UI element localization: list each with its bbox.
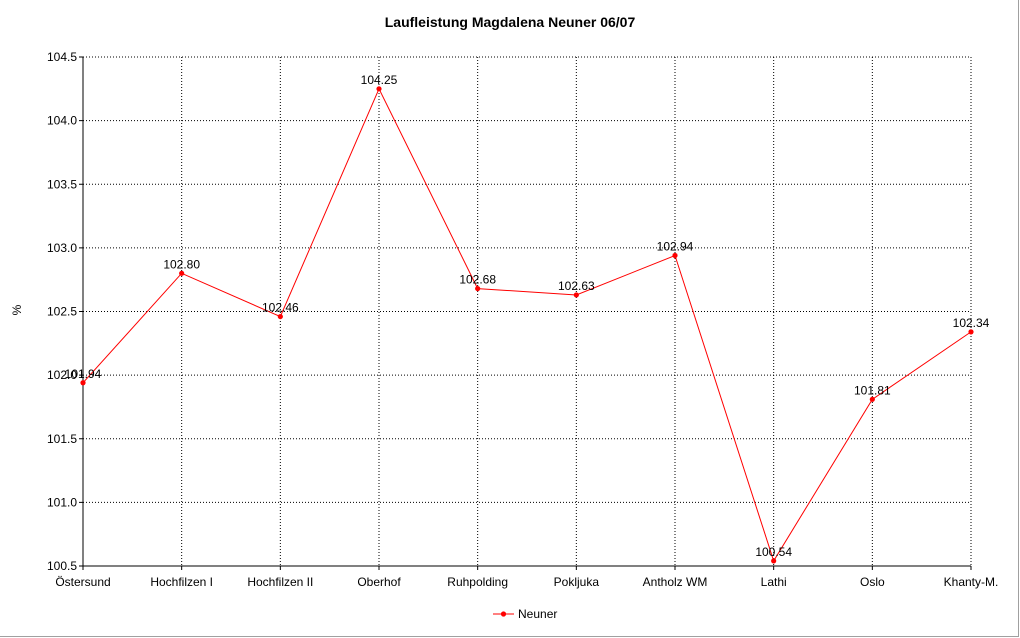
- x-tick-label: Lathi: [761, 575, 787, 589]
- data-point: [672, 252, 678, 259]
- data-label: 104.25: [361, 73, 398, 87]
- legend: Neuner: [493, 607, 557, 621]
- y-tick-label: 100.5: [47, 559, 77, 573]
- data-label: 100.54: [755, 545, 792, 559]
- legend-marker: [500, 611, 507, 617]
- data-point: [475, 285, 481, 292]
- data-point: [771, 558, 777, 564]
- y-tick-label: 103.5: [47, 177, 77, 191]
- y-tick-label: 104.5: [47, 50, 77, 64]
- y-tick-label: 101.5: [47, 432, 77, 446]
- y-tick-label: 103.0: [47, 241, 77, 255]
- chart-title: Laufleistung Magdalena Neuner 06/07: [385, 14, 636, 30]
- data-label: 102.34: [953, 316, 990, 330]
- data-label: 102.68: [459, 273, 496, 287]
- axes: 100.5 101.0 101.5 102.0 102.5 103.0 103.5 104.0…: [47, 50, 998, 589]
- data-label: 102.46: [262, 301, 299, 315]
- data-point: [179, 270, 185, 276]
- y-tick-label: 102.5: [47, 305, 77, 319]
- x-tick-label: Oberhof: [357, 575, 401, 589]
- x-tick-label: Ruhpolding: [447, 575, 508, 589]
- data-label: 102.94: [657, 240, 694, 254]
- gridlines: [83, 56, 972, 566]
- data-point: [80, 380, 86, 386]
- data-point: [376, 86, 382, 92]
- data-point: [277, 313, 283, 320]
- data-label: 101.81: [854, 383, 891, 397]
- x-tick-label: Hochfilzen II: [247, 575, 313, 589]
- data-label: 102.80: [163, 257, 200, 271]
- x-tick-label: Oslo: [860, 575, 885, 589]
- y-tick-label: 104.0: [47, 114, 77, 128]
- x-tick-label: Östersund: [55, 575, 110, 589]
- x-tick-label: Hochfilzen I: [150, 575, 213, 589]
- data-label: 102.63: [558, 279, 595, 293]
- data-point: [869, 396, 875, 402]
- data-point: [573, 292, 579, 298]
- y-tick-label: 102.0: [47, 368, 77, 382]
- data-label: 101.94: [65, 367, 102, 381]
- series-neuner: 101.94 102.80 102.46 104.25 102.68 102.63 102.…: [65, 73, 990, 564]
- legend-label: Neuner: [518, 607, 557, 621]
- x-tick-label: Pokljuka: [554, 575, 600, 589]
- series-line: [82, 87, 972, 563]
- data-point: [968, 329, 974, 335]
- y-tick-label: 101.0: [47, 495, 77, 509]
- y-axis-label: %: [10, 304, 24, 315]
- x-tick-label: Antholz WM: [643, 575, 708, 589]
- x-tick-label: Khanty-M.: [944, 575, 999, 589]
